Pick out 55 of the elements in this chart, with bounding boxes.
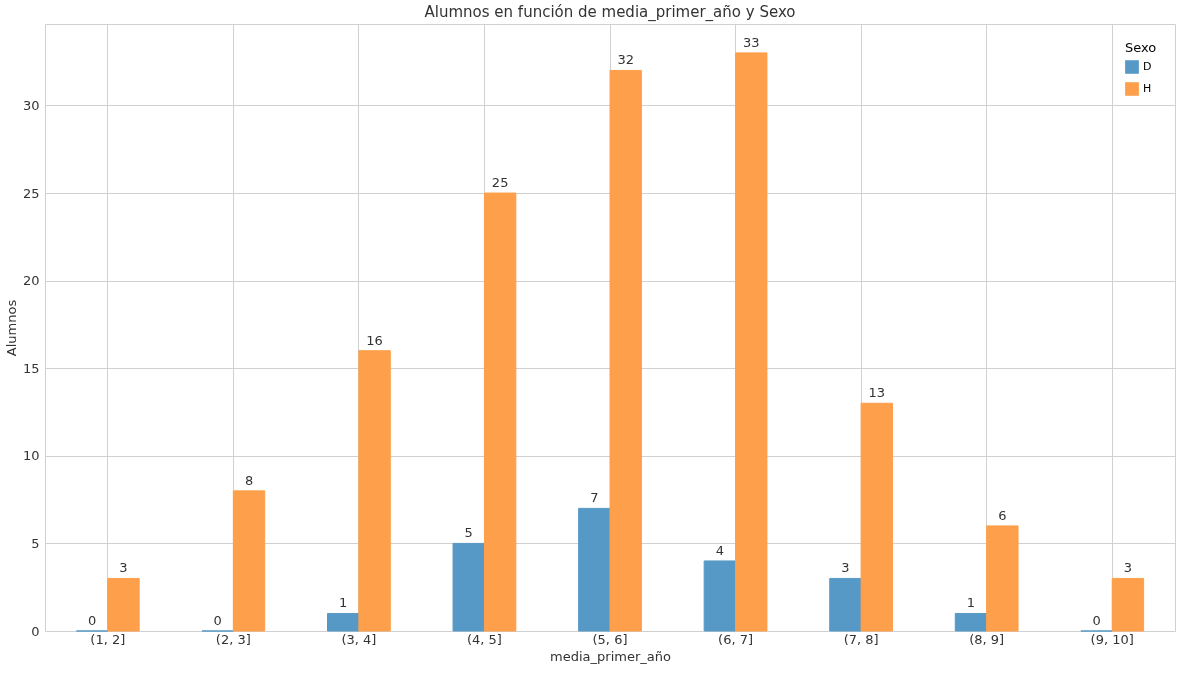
bar: [609, 69, 642, 632]
y-tick-label: 10: [22, 448, 40, 464]
x-tick-label: (1, 2]: [90, 631, 126, 647]
y-tick-label: 15: [22, 360, 40, 376]
legend-label: D: [1143, 60, 1152, 73]
x-tick-label: (7, 8]: [843, 631, 879, 647]
data-label: 32: [617, 52, 634, 68]
bar: [954, 612, 988, 632]
data-label: 0: [213, 613, 222, 628]
bar: [578, 507, 611, 632]
bar: [107, 577, 140, 632]
bar: [327, 612, 360, 632]
y-tick-label: 20: [22, 273, 40, 289]
data-label: 1: [339, 595, 348, 611]
x-tick-label: (2, 3]: [215, 631, 251, 647]
bar: [735, 52, 768, 632]
legend-title: Sexo: [1125, 40, 1157, 55]
x-tick-label: (6, 7]: [718, 631, 754, 647]
data-label: 3: [1123, 560, 1133, 576]
bar: [358, 350, 391, 632]
data-label: 8: [244, 472, 254, 488]
chart-title: Alumnos en función de media_primer_año y Sexo: [424, 3, 796, 22]
x-tick-label: (9, 10]: [1090, 631, 1134, 647]
data-label: 4: [715, 542, 724, 558]
y-axis-title: Alumnos: [3, 299, 19, 357]
bar: [860, 402, 893, 632]
data-label: 3: [841, 560, 850, 576]
data-label: 1: [966, 595, 976, 611]
y-tick-label: 30: [22, 97, 40, 113]
x-tick-label: (5, 6]: [592, 631, 628, 647]
bar: [703, 560, 737, 632]
legend-label: H: [1143, 82, 1152, 95]
data-label: 13: [868, 385, 886, 401]
data-label: 5: [464, 525, 473, 541]
bar: [483, 192, 517, 632]
x-tick-label: (8, 9]: [969, 631, 1005, 647]
data-label: 0: [87, 613, 97, 628]
y-tick-label: 25: [22, 185, 40, 201]
data-label: 16: [366, 332, 383, 348]
data-label: 33: [742, 34, 760, 50]
data-label: 25: [491, 175, 509, 191]
bar: [829, 577, 862, 632]
data-label: 7: [590, 490, 599, 506]
y-tick-label: 0: [31, 623, 40, 639]
x-tick-label: (3, 4]: [341, 631, 377, 647]
bar: [452, 542, 485, 632]
bar: [1111, 577, 1145, 632]
data-label: 3: [119, 560, 128, 576]
y-tick-label: 5: [31, 535, 40, 551]
x-axis-title: media_primer_año: [550, 648, 671, 664]
x-tick-label: (4, 5]: [466, 631, 502, 647]
data-label: 6: [998, 507, 1007, 523]
data-label: 0: [1092, 613, 1101, 628]
bar: [232, 490, 266, 632]
bar: [986, 525, 1019, 632]
